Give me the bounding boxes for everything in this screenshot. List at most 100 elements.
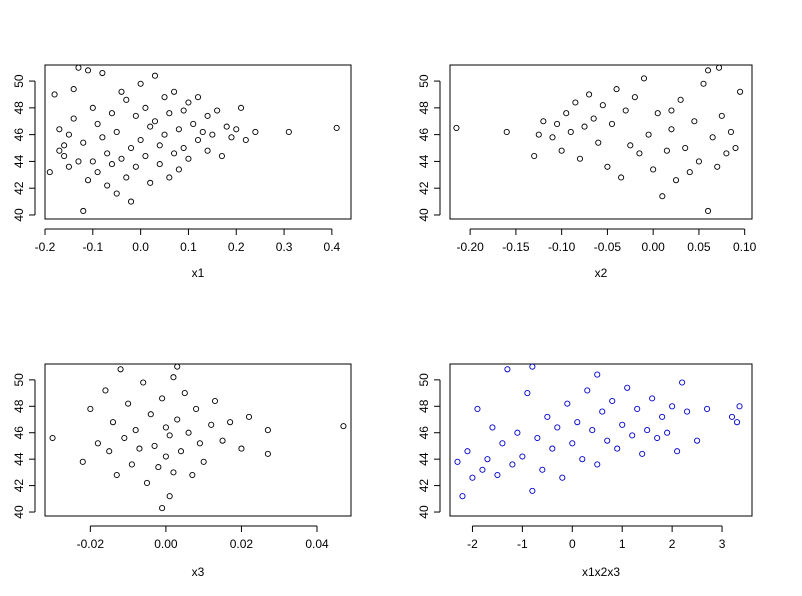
y-tick-label: 42 bbox=[12, 181, 26, 195]
data-point bbox=[171, 88, 178, 95]
scatter-panel-x3: -0.02 0.00 0.02 0.04 40 42 44 46 48 50 x3 bbox=[12, 363, 352, 579]
data-point bbox=[604, 437, 611, 444]
data-point bbox=[622, 107, 629, 114]
data-point bbox=[166, 174, 173, 181]
data-point bbox=[684, 408, 691, 415]
data-point bbox=[682, 144, 689, 152]
data-point bbox=[106, 448, 113, 455]
data-point bbox=[569, 440, 576, 447]
y-tick-label: 50 bbox=[417, 74, 431, 88]
data-point bbox=[108, 110, 115, 117]
data-point bbox=[151, 118, 159, 125]
data-point bbox=[453, 124, 460, 131]
data-point bbox=[166, 493, 173, 500]
data-point bbox=[618, 174, 625, 181]
data-point bbox=[175, 166, 182, 173]
data-point bbox=[128, 144, 135, 152]
y-tick-label: 50 bbox=[12, 74, 26, 88]
data-point bbox=[171, 150, 178, 157]
data-point bbox=[194, 136, 202, 144]
data-point bbox=[185, 429, 192, 436]
data-point bbox=[627, 142, 634, 149]
x-tick-label: -0.10 bbox=[548, 240, 576, 254]
data-point bbox=[125, 400, 132, 407]
data-point bbox=[142, 153, 149, 160]
data-point bbox=[567, 128, 574, 136]
data-point bbox=[650, 166, 657, 173]
y-tick-label: 40 bbox=[12, 505, 26, 519]
data-point bbox=[56, 126, 63, 133]
data-point bbox=[137, 80, 144, 87]
data-point bbox=[128, 461, 135, 468]
x-tick-label: 0.2 bbox=[228, 240, 245, 254]
plot-frame bbox=[44, 64, 352, 220]
data-point bbox=[123, 174, 130, 181]
y-tick-label: 40 bbox=[417, 208, 431, 222]
data-point bbox=[644, 427, 651, 434]
y-tick-label: 46 bbox=[12, 426, 26, 440]
data-point bbox=[218, 153, 225, 160]
data-point bbox=[624, 384, 631, 391]
data-point bbox=[514, 429, 521, 436]
x-axis-label: x2 bbox=[595, 266, 608, 280]
data-point bbox=[524, 390, 531, 397]
data-point bbox=[70, 115, 77, 122]
y-tick-label: 44 bbox=[417, 154, 431, 168]
data-point bbox=[199, 128, 206, 136]
data-point bbox=[233, 126, 240, 133]
data-point bbox=[459, 493, 466, 500]
data-point bbox=[640, 75, 648, 82]
data-point bbox=[494, 471, 501, 479]
data-point bbox=[94, 120, 101, 127]
x-tick-label: -2 bbox=[467, 537, 478, 551]
data-point bbox=[185, 99, 192, 106]
data-point bbox=[544, 413, 551, 420]
data-point bbox=[613, 86, 620, 93]
data-point bbox=[227, 419, 234, 426]
data-point bbox=[737, 88, 744, 95]
data-point bbox=[733, 419, 741, 426]
y-tick-label: 48 bbox=[12, 399, 26, 413]
data-point bbox=[56, 147, 63, 154]
data-point bbox=[694, 437, 701, 444]
x-tick-label: 0.1 bbox=[180, 240, 197, 254]
x-tick-label: -0.02 bbox=[77, 537, 105, 551]
y-tick-label: 46 bbox=[417, 128, 431, 142]
data-point bbox=[654, 110, 661, 117]
data-point bbox=[534, 434, 541, 442]
x-tick-label: 0.4 bbox=[324, 240, 341, 254]
data-point bbox=[599, 408, 606, 415]
y-tick-label: 40 bbox=[12, 208, 26, 222]
data-point bbox=[245, 413, 253, 420]
data-point bbox=[558, 147, 565, 154]
x-axis-label: x1 bbox=[192, 266, 205, 280]
data-point bbox=[174, 363, 181, 370]
data-point bbox=[140, 379, 147, 386]
data-point bbox=[594, 461, 601, 468]
data-point bbox=[180, 144, 187, 152]
data-point bbox=[674, 448, 681, 455]
data-point bbox=[663, 147, 670, 154]
data-point bbox=[174, 416, 181, 423]
data-point bbox=[727, 128, 735, 136]
data-point bbox=[189, 471, 196, 479]
data-point bbox=[51, 91, 58, 98]
scatter-panel-x2: -0.20 -0.15 -0.10 -0.05 0.00 0.05 0.10 40 42 44 46… bbox=[417, 64, 757, 280]
data-point bbox=[636, 150, 643, 157]
x-tick-label: 0.02 bbox=[230, 537, 254, 551]
x-tick-label: 0.00 bbox=[641, 240, 665, 254]
plot-frame bbox=[449, 363, 753, 517]
data-point bbox=[208, 421, 215, 428]
data-point bbox=[142, 104, 149, 111]
data-point bbox=[584, 387, 591, 394]
data-point bbox=[121, 434, 128, 442]
data-point bbox=[104, 150, 111, 157]
data-point bbox=[574, 419, 581, 426]
data-point bbox=[672, 177, 680, 184]
data-point bbox=[581, 123, 588, 130]
data-point bbox=[79, 458, 86, 465]
data-point bbox=[535, 131, 542, 138]
data-point bbox=[80, 139, 87, 146]
data-point bbox=[166, 432, 173, 439]
data-point bbox=[649, 395, 656, 402]
